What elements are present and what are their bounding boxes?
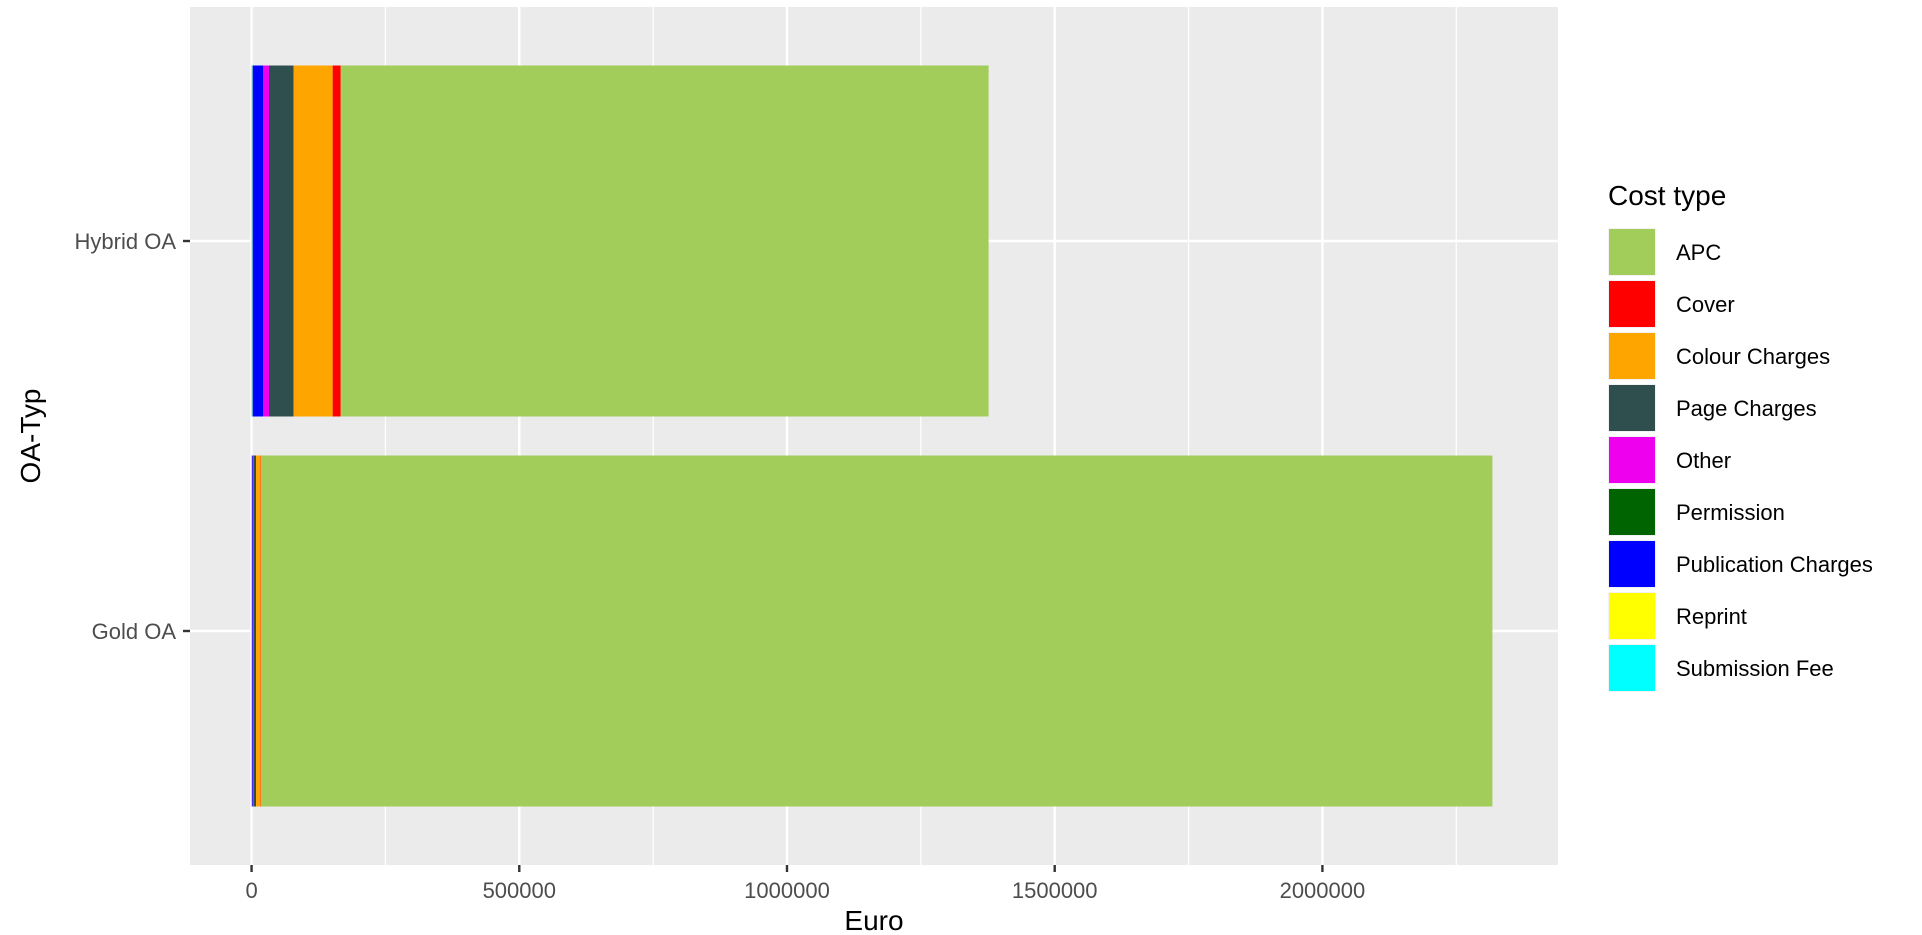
legend-label-other: Other — [1676, 448, 1731, 473]
y-axis-title: OA-Typ — [15, 389, 46, 484]
legend-title: Cost type — [1608, 180, 1726, 211]
bar-hybrid-oa-colour-charges — [293, 65, 333, 417]
legend-label-submission-fee: Submission Fee — [1676, 656, 1834, 681]
bar-gold-oa-page-charges — [253, 455, 257, 807]
bar-hybrid-oa-page-charges — [268, 65, 294, 417]
y-tick-label: Gold OA — [92, 619, 177, 644]
x-tick-label: 1000000 — [744, 878, 830, 903]
y-tick-label: Hybrid OA — [75, 229, 177, 254]
legend-swatch-submission-fee — [1609, 645, 1655, 691]
bar-hybrid-oa-publication-charges — [252, 65, 264, 417]
legend-label-permission: Permission — [1676, 500, 1785, 525]
x-tick-label: 1500000 — [1012, 878, 1098, 903]
x-tick-label: 0 — [245, 878, 257, 903]
legend-label-publication-charges: Publication Charges — [1676, 552, 1873, 577]
legend: Cost type APC Cover Colour Charges Page Cha… — [1608, 180, 1873, 692]
legend-label-apc: APC — [1676, 240, 1721, 265]
legend-swatch-publication-charges — [1609, 541, 1655, 587]
legend-label-colour-charges: Colour Charges — [1676, 344, 1830, 369]
bar-hybrid-oa-other — [263, 65, 269, 417]
legend-swatch-permission — [1609, 489, 1655, 535]
x-axis-title: Euro — [844, 905, 903, 935]
legend-swatch-cover — [1609, 281, 1655, 327]
y-axis: Hybrid OA Gold OA — [75, 229, 190, 644]
legend-swatch-colour-charges — [1609, 333, 1655, 379]
bar-hybrid-oa-cover — [332, 65, 341, 417]
x-tick-label: 2000000 — [1280, 878, 1366, 903]
legend-label-cover: Cover — [1676, 292, 1735, 317]
legend-swatch-apc — [1609, 229, 1655, 275]
bar-gold-oa-apc — [260, 455, 1493, 807]
legend-label-reprint: Reprint — [1676, 604, 1747, 629]
legend-label-page-charges: Page Charges — [1676, 396, 1817, 421]
legend-swatch-reprint — [1609, 593, 1655, 639]
legend-swatch-page-charges — [1609, 385, 1655, 431]
bar-gold-oa-colour-charges — [256, 455, 261, 807]
x-tick-label: 500000 — [483, 878, 556, 903]
bar-gold-oa-other — [252, 455, 254, 807]
bar-hybrid-oa-submission-fee — [251, 65, 253, 417]
legend-swatch-other — [1609, 437, 1655, 483]
bar-gold-oa-publication-charges — [251, 455, 253, 807]
bars — [251, 65, 1493, 807]
x-axis: 0 500000 1000000 1500000 2000000 — [245, 865, 1365, 903]
bar-hybrid-oa-apc — [340, 65, 989, 417]
